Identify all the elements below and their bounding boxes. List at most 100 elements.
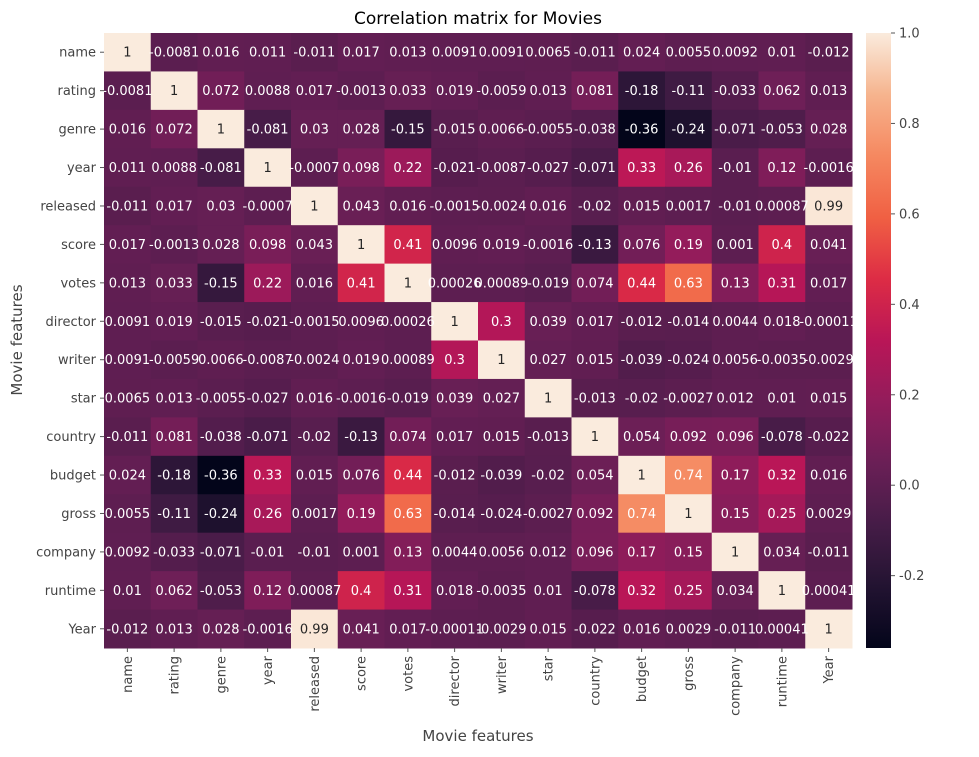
cell-annotation: -0.033 [714, 84, 756, 99]
heatmap-cell [197, 609, 245, 649]
cell-annotation: 0.016 [202, 46, 239, 61]
heatmap-cell [431, 148, 479, 188]
heatmap-cell [805, 302, 853, 341]
heatmap-cell [104, 109, 152, 149]
heatmap-cell [665, 33, 713, 72]
heatmap-cell [665, 378, 713, 418]
cell-annotation: 0.074 [576, 276, 613, 291]
x-tick-label: company [729, 656, 744, 716]
cell-annotation: 0.0056 [479, 545, 525, 560]
cell-annotation: -0.24 [204, 507, 238, 522]
cell-annotation: -0.0055 [523, 123, 573, 138]
x-tick-label: Year [822, 655, 837, 684]
heatmap-cell [665, 225, 713, 265]
cell-annotation: -0.0059 [476, 84, 526, 99]
heatmap-cell [431, 33, 479, 72]
cell-annotation: -0.11 [157, 507, 191, 522]
cell-annotation: 0.039 [530, 315, 567, 330]
cell-annotation: 0.74 [627, 507, 656, 522]
cell-annotation: 0.44 [627, 276, 656, 291]
cell-annotation: 0.0066 [479, 123, 525, 138]
cell-annotation: -0.012 [808, 46, 850, 61]
heatmap-cell [571, 148, 619, 188]
heatmap-cell [571, 417, 619, 457]
heatmap-cell [197, 148, 245, 188]
y-tick-label: released [40, 199, 96, 214]
y-tick-label: Year [67, 622, 96, 637]
cell-annotation: 0.028 [202, 238, 239, 253]
cell-annotation: 0.027 [530, 353, 567, 368]
y-tick-label: director [46, 315, 97, 330]
heatmap-cell [758, 109, 806, 149]
cell-annotation: 0.016 [109, 123, 146, 138]
heatmap-cell [665, 148, 713, 188]
heatmap-cell [384, 378, 432, 418]
heatmap-cell [618, 455, 666, 495]
heatmap-cell [384, 302, 432, 341]
cell-annotation: -0.0035 [476, 584, 526, 599]
heatmap-cell [758, 33, 806, 72]
cell-annotation: 0.22 [393, 161, 422, 176]
cell-annotation: 0.017 [156, 199, 193, 214]
heatmap-cell [758, 494, 806, 534]
cell-annotation: -0.0027 [523, 507, 573, 522]
heatmap-cell [478, 33, 526, 72]
y-tick-label: budget [50, 469, 96, 484]
heatmap-cell [244, 378, 292, 418]
cell-annotation: -0.011 [106, 430, 148, 445]
cell-annotation: 0.0096 [432, 238, 478, 253]
cell-annotation: 1 [170, 84, 178, 99]
heatmap-cell [384, 33, 432, 72]
cell-annotation: -0.012 [621, 315, 663, 330]
cell-annotation: -0.022 [574, 622, 616, 637]
heatmap-cell [197, 532, 245, 572]
heatmap-cell [805, 33, 853, 72]
heatmap-cell [244, 609, 292, 649]
heatmap-cell [805, 340, 853, 380]
heatmap-cell [571, 71, 619, 111]
heatmap-cell [384, 340, 432, 380]
cell-annotation: -0.027 [247, 392, 289, 407]
cell-annotation: 0.001 [343, 545, 380, 560]
cell-annotation: 1 [217, 123, 225, 138]
x-tick-label: gross [682, 656, 697, 691]
cell-annotation: -0.021 [247, 315, 289, 330]
heatmap-cell [478, 455, 526, 495]
heatmap-cell [150, 532, 198, 572]
cell-annotation: 0.63 [393, 507, 422, 522]
heatmap-cell [337, 494, 385, 534]
x-tick-label: writer [495, 655, 510, 694]
heatmap-cell [384, 109, 432, 149]
heatmap-cell [805, 417, 853, 457]
heatmap-cell [244, 571, 292, 611]
heatmap-cell [104, 148, 152, 188]
cell-annotation: -0.36 [625, 123, 659, 138]
cell-annotation: 1 [778, 584, 786, 599]
heatmap-cell [337, 302, 385, 341]
cell-annotation: -0.011 [714, 622, 756, 637]
heatmap-cell [571, 186, 619, 226]
x-tick-label: director [448, 655, 463, 706]
y-tick-label: writer [58, 353, 97, 368]
heatmap-cell [431, 225, 479, 265]
cell-annotation: 0.0017 [292, 507, 338, 522]
cell-annotation: 0.0055 [105, 507, 151, 522]
heatmap-cell [665, 263, 713, 303]
cell-annotation: 0.028 [810, 123, 847, 138]
cell-annotation: 0.26 [253, 507, 282, 522]
cell-annotation: 0.19 [347, 507, 376, 522]
cell-annotation: 0.17 [721, 469, 750, 484]
heatmap-cell [104, 33, 152, 72]
heatmap-cell [805, 225, 853, 265]
heatmap-cell [291, 455, 339, 495]
cell-annotation: -0.18 [625, 84, 659, 99]
cell-annotation: 0.31 [767, 276, 796, 291]
heatmap-cell [150, 148, 198, 188]
cell-annotation: 0.018 [436, 584, 473, 599]
heatmap-cell [150, 71, 198, 111]
heatmap-cell [337, 225, 385, 265]
cell-annotation: 1 [544, 392, 552, 407]
cell-annotation: -0.081 [200, 161, 242, 176]
y-tick-label: star [71, 392, 97, 407]
cell-annotation: 1 [637, 469, 645, 484]
